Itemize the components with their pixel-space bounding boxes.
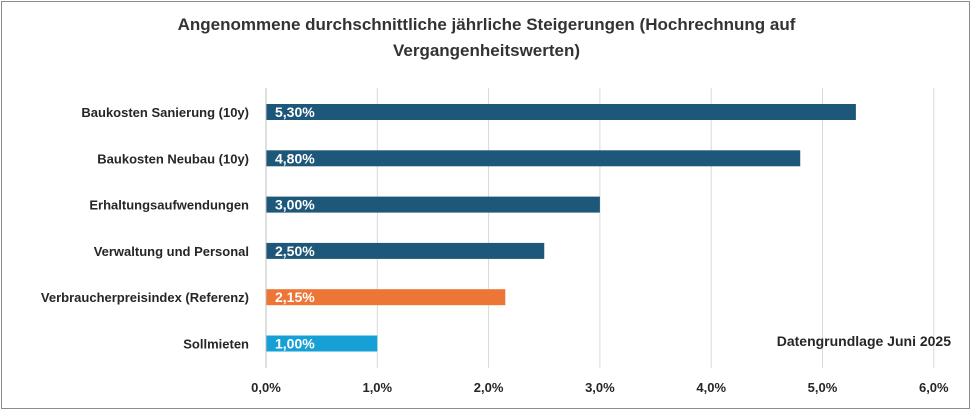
x-tick-label: 5,0% <box>808 380 838 395</box>
data-label: 4,80% <box>275 150 315 166</box>
data-source-note: Datengrundlage Juni 2025 <box>776 333 951 349</box>
category-label: Sollmieten <box>183 337 249 352</box>
bar <box>266 242 545 259</box>
x-tick-label: 1,0% <box>362 380 392 395</box>
category-label: Verbraucherpreisindex (Referenz) <box>41 290 249 305</box>
x-tick-label: 0,0% <box>251 380 281 395</box>
category-label: Baukosten Neubau (10y) <box>97 151 249 166</box>
category-label: Baukosten Sanierung (10y) <box>81 105 249 120</box>
bar <box>266 150 801 167</box>
x-tick-label: 2,0% <box>474 380 504 395</box>
category-label: Verwaltung und Personal <box>94 244 249 259</box>
category-label: Erhaltungsaufwendungen <box>89 198 249 213</box>
x-tick-label: 3,0% <box>585 380 615 395</box>
chart-title-line-2: Vergangenheitswerten) <box>392 41 581 60</box>
data-label: 1,00% <box>275 336 315 352</box>
x-tick-label: 4,0% <box>696 380 726 395</box>
bar <box>266 335 378 352</box>
x-tick-label: 6,0% <box>919 380 949 395</box>
chart-title-line-1: Angenommene durchschnittliche jährliche … <box>177 15 796 34</box>
data-label: 2,50% <box>275 243 315 259</box>
bar <box>266 289 506 306</box>
bar <box>266 196 600 213</box>
data-label: 5,30% <box>275 104 315 120</box>
chart-title: Angenommene durchschnittliche jährliche … <box>0 12 973 64</box>
data-label: 3,00% <box>275 197 315 213</box>
data-label: 2,15% <box>275 289 315 305</box>
bar <box>266 104 856 120</box>
